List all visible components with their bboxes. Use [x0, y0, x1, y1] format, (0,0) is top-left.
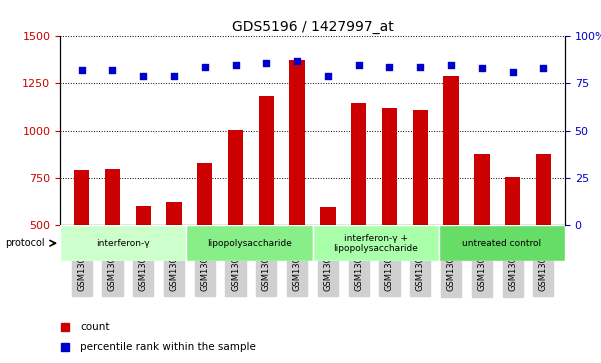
Point	[538, 65, 548, 71]
Bar	[320, 207, 335, 225]
Bar	[166, 203, 182, 225]
Point	[169, 73, 179, 79]
Point	[231, 62, 240, 68]
Point	[446, 62, 456, 68]
Bar	[197, 163, 213, 225]
Point	[385, 64, 394, 69]
Text: interferon-γ: interferon-γ	[96, 239, 150, 248]
Bar	[535, 154, 551, 225]
FancyBboxPatch shape	[186, 225, 313, 261]
Point	[261, 60, 271, 66]
Bar	[228, 130, 243, 225]
Point	[508, 69, 517, 75]
Point	[138, 73, 148, 79]
Point	[354, 62, 364, 68]
Text: protocol: protocol	[5, 238, 44, 248]
Title: GDS5196 / 1427997_at: GDS5196 / 1427997_at	[231, 20, 394, 34]
Bar	[105, 170, 120, 225]
Bar	[505, 177, 520, 225]
Point	[77, 68, 87, 73]
Bar	[474, 154, 490, 225]
Bar	[382, 108, 397, 225]
Text: lipopolysaccharide: lipopolysaccharide	[207, 239, 292, 248]
Bar	[290, 60, 305, 225]
Bar	[258, 96, 274, 225]
Point	[415, 64, 425, 69]
Text: interferon-γ +
lipopolysaccharide: interferon-γ + lipopolysaccharide	[333, 233, 418, 253]
Text: count: count	[81, 322, 110, 333]
Bar	[444, 76, 459, 225]
Bar	[351, 103, 367, 225]
Point	[108, 68, 117, 73]
Point	[292, 58, 302, 64]
Point	[323, 73, 333, 79]
FancyBboxPatch shape	[439, 225, 565, 261]
Point	[200, 64, 210, 69]
Point	[477, 65, 487, 71]
Bar	[135, 206, 151, 225]
Text: untreated control: untreated control	[462, 239, 542, 248]
Bar	[74, 170, 90, 225]
FancyBboxPatch shape	[313, 225, 439, 261]
Text: percentile rank within the sample: percentile rank within the sample	[81, 342, 256, 352]
FancyBboxPatch shape	[60, 225, 186, 261]
Bar	[412, 110, 428, 225]
